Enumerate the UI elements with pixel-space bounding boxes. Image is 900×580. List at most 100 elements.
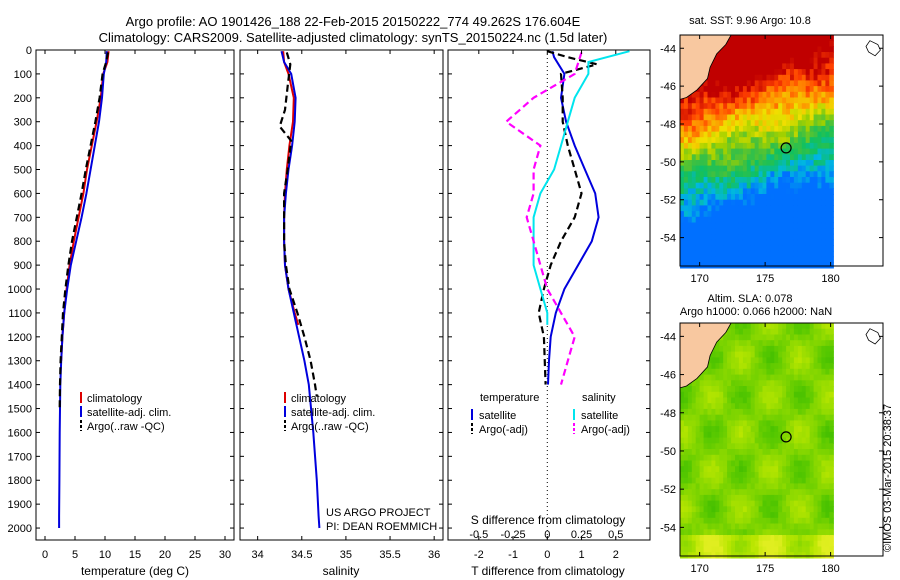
- map-cell: [782, 449, 787, 456]
- map-cell: [801, 374, 807, 381]
- map-cell: [786, 52, 791, 59]
- map-cell: [727, 194, 732, 201]
- x-tick-label: -2: [474, 549, 484, 561]
- map-cell: [825, 91, 830, 99]
- map-cell: [762, 97, 768, 104]
- map-cell: [805, 408, 811, 416]
- map-cell: [746, 205, 752, 212]
- map-cell: [770, 397, 775, 404]
- depth-tick-label: 1000: [8, 284, 32, 296]
- map-cell: [770, 250, 775, 258]
- map-cell: [813, 86, 819, 93]
- map-cell: [793, 40, 799, 47]
- map-cell: [766, 437, 771, 444]
- map-cell: [797, 205, 803, 212]
- map-cell: [762, 148, 768, 155]
- map-cell: [817, 262, 823, 269]
- map-cell: [766, 40, 771, 47]
- map-cell: [793, 52, 799, 59]
- map-cell: [782, 114, 787, 121]
- map-cell: [797, 103, 803, 110]
- map-cell: [793, 449, 799, 456]
- map-cell: [805, 216, 811, 224]
- map-cell: [817, 194, 823, 201]
- map-cell: [790, 386, 795, 393]
- map-cell: [707, 374, 713, 381]
- map-cell: [703, 506, 709, 513]
- map-cell: [770, 63, 775, 70]
- map-cell: [715, 52, 720, 59]
- map-cell: [750, 86, 756, 93]
- map-cell: [703, 245, 709, 252]
- map-cell: [727, 211, 732, 218]
- map-cell: [829, 529, 834, 536]
- map-cell: [809, 245, 815, 252]
- map-cell: [770, 334, 775, 341]
- map-cell: [707, 397, 713, 404]
- map-cell: [703, 431, 709, 439]
- map-cell: [825, 160, 830, 167]
- map-cell: [727, 131, 732, 138]
- map-cell: [766, 489, 771, 496]
- map-cell: [793, 222, 799, 229]
- map-cell: [817, 512, 823, 519]
- map-cell: [746, 512, 752, 519]
- map-cell: [731, 46, 736, 53]
- map-cell: [699, 391, 705, 399]
- map-cell: [766, 262, 771, 269]
- map-cell: [746, 250, 752, 258]
- map-cell: [687, 177, 693, 184]
- map-cell: [797, 222, 803, 229]
- map-cell: [727, 460, 732, 467]
- map-cell: [813, 334, 819, 341]
- map-cell: [809, 52, 815, 59]
- map-cell: [695, 120, 701, 127]
- map-cell: [758, 131, 764, 138]
- map-cell: [735, 245, 740, 252]
- map-cell: [758, 529, 764, 536]
- map-cell: [754, 52, 760, 59]
- map-cell: [821, 194, 826, 201]
- map-cell: [719, 374, 724, 381]
- map-cell: [821, 148, 826, 155]
- map-cell: [699, 239, 705, 246]
- map-cell: [719, 120, 724, 127]
- map-cell: [829, 160, 834, 167]
- map-cell: [770, 540, 775, 547]
- map-cell: [742, 489, 748, 496]
- map-cell: [699, 460, 705, 467]
- map-cell: [680, 148, 685, 155]
- map-cell: [695, 262, 701, 269]
- map-cell: [711, 380, 716, 387]
- map-cell: [801, 148, 807, 155]
- map-cell: [801, 345, 807, 353]
- map-cell: [731, 74, 736, 82]
- depth-tick-label: 500: [14, 165, 32, 177]
- map-cell: [707, 216, 713, 224]
- map-cell: [695, 408, 701, 416]
- map-cell: [735, 431, 740, 439]
- map-cell: [797, 472, 803, 479]
- map-cell: [750, 35, 756, 42]
- map-cell: [809, 125, 815, 133]
- map-cell: [770, 74, 775, 82]
- map-cell: [711, 245, 716, 252]
- map-cell: [821, 431, 826, 439]
- map-cell: [735, 86, 740, 93]
- map-cell: [691, 120, 697, 127]
- map-cell: [801, 483, 807, 490]
- map-cell: [742, 426, 748, 433]
- map-cell: [770, 437, 775, 444]
- map-cell: [727, 512, 732, 519]
- map-cell: [683, 494, 689, 502]
- map-cell: [742, 363, 748, 370]
- map-cell: [793, 477, 799, 484]
- map-cell: [797, 177, 803, 184]
- map-cell: [786, 194, 791, 201]
- map-cell: [723, 228, 728, 235]
- map-cell: [703, 228, 709, 235]
- map-cell: [805, 91, 811, 99]
- map-cell: [793, 454, 799, 462]
- map-cell: [731, 177, 736, 184]
- map-cell: [683, 431, 689, 439]
